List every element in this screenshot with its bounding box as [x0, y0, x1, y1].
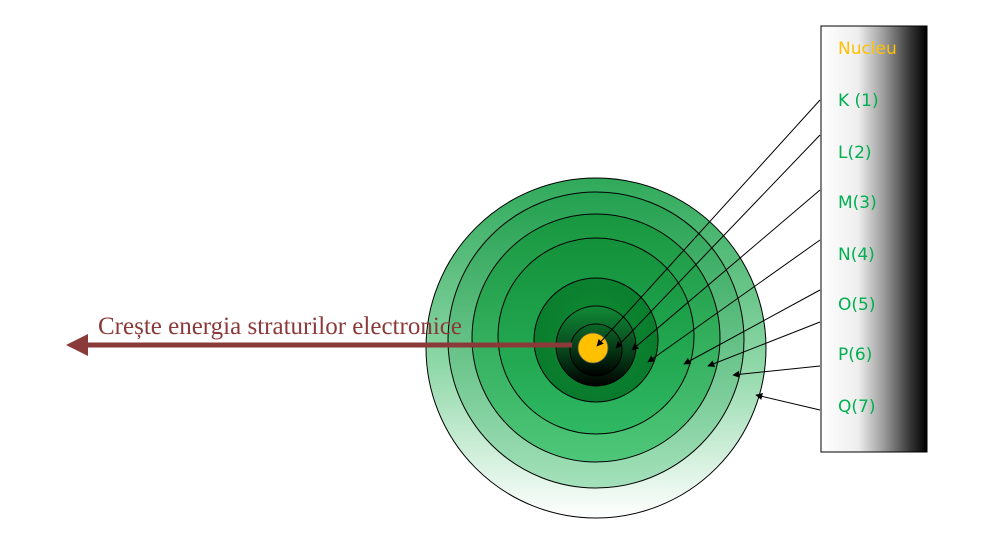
legend-shell-o: O(5): [838, 295, 875, 315]
legend-shell-p: P(6): [838, 345, 872, 365]
pointer-o: [707, 321, 821, 367]
pointer-q: [755, 393, 821, 411]
legend-shell-q: Q(7): [838, 397, 875, 417]
pointer-l: [631, 189, 821, 351]
legend-shell-n: N(4): [838, 245, 875, 265]
pointer-nucleus: [596, 99, 821, 347]
legend-panel: [820, 25, 928, 453]
energy-arrow-head: [66, 334, 88, 356]
nucleus-disc: [577, 332, 609, 364]
pointer-n: [683, 289, 821, 365]
pointer-p: [732, 365, 821, 378]
legend-nucleus-label: Nucleu: [838, 39, 897, 59]
legend-shell-k: K (1): [838, 91, 879, 111]
pointer-k: [615, 134, 821, 349]
legend-shell-m: M(3): [838, 193, 877, 213]
energy-caption: Crește energia straturilor electronice: [98, 313, 462, 340]
legend-shell-l: L(2): [838, 143, 872, 163]
pointer-m: [647, 239, 821, 363]
